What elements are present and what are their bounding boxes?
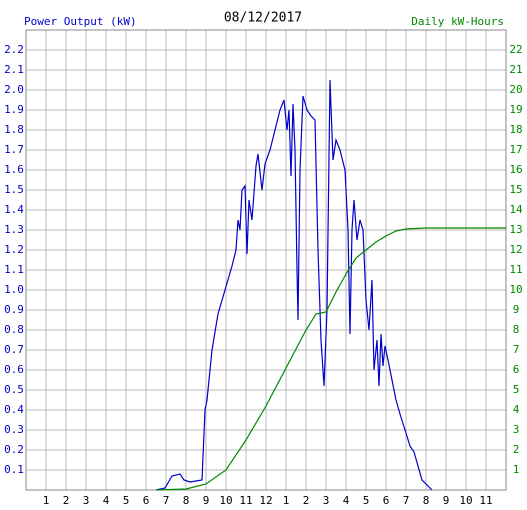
x-tick-label: 7	[163, 494, 170, 507]
y-axis-title: Power Output (kW)	[24, 15, 137, 28]
y2-axis-title: Daily kW-Hours	[411, 15, 504, 28]
y-tick-label: 1.8	[4, 123, 24, 136]
y2-tick-label: 14	[509, 203, 523, 216]
x-tick-label: 3	[83, 494, 90, 507]
x-tick-label: 1	[283, 494, 290, 507]
y-tick-label: 1.0	[4, 283, 24, 296]
x-tick-label: 1	[43, 494, 50, 507]
y-tick-label: 2.2	[4, 43, 24, 56]
x-tick-label: 2	[63, 494, 70, 507]
y-tick-label: 0.6	[4, 363, 24, 376]
x-tick-label: 7	[403, 494, 410, 507]
y-tick-label: 2.1	[4, 63, 24, 76]
y-tick-label: 1.7	[4, 143, 24, 156]
x-tick-label: 10	[219, 494, 232, 507]
y-tick-label: 1.9	[4, 103, 24, 116]
y-tick-label: 0.4	[4, 403, 24, 416]
y-tick-label: 1.6	[4, 163, 24, 176]
y-tick-label: 0.7	[4, 343, 24, 356]
y-tick-label: 1.2	[4, 243, 24, 256]
y-tick-label: 0.8	[4, 323, 24, 336]
y2-tick-label: 20	[509, 83, 522, 96]
x-tick-label: 2	[303, 494, 310, 507]
chart-title: 08/12/2017	[224, 11, 302, 26]
y2-tick-label: 10	[509, 283, 522, 296]
x-tick-label: 8	[183, 494, 190, 507]
x-tick-label: 11	[479, 494, 492, 507]
x-tick-label: 9	[443, 494, 450, 507]
y-tick-label: 0.1	[4, 463, 24, 476]
y-tick-label: 0.5	[4, 383, 24, 396]
y2-tick-label: 15	[509, 183, 522, 196]
y2-tick-label: 6	[513, 363, 520, 376]
y2-tick-label: 2	[513, 443, 520, 456]
y-tick-label: 1.1	[4, 263, 24, 276]
y-tick-label: 2.0	[4, 83, 24, 96]
x-tick-label: 12	[259, 494, 272, 507]
plot-border	[25, 29, 507, 491]
y-tick-label: 0.9	[4, 303, 24, 316]
y2-tick-label: 11	[509, 263, 522, 276]
x-tick-label: 4	[343, 494, 350, 507]
x-tick-label: 5	[123, 494, 130, 507]
y2-tick-label: 3	[513, 423, 520, 436]
x-tick-label: 6	[383, 494, 390, 507]
x-tick-label: 3	[323, 494, 330, 507]
x-tick-label: 6	[143, 494, 150, 507]
x-tick-label: 9	[203, 494, 210, 507]
x-tick-label: 10	[459, 494, 472, 507]
x-tick-label: 11	[239, 494, 252, 507]
y-tick-label: 1.5	[4, 183, 24, 196]
y2-tick-label: 4	[513, 403, 520, 416]
y2-tick-label: 16	[509, 163, 522, 176]
x-tick-label: 5	[363, 494, 370, 507]
x-tick-label: 8	[423, 494, 430, 507]
series-line	[155, 79, 433, 491]
series-line	[155, 227, 506, 491]
y-tick-label: 1.4	[4, 203, 24, 216]
y-tick-label: 1.3	[4, 223, 24, 236]
y2-tick-label: 12	[509, 243, 522, 256]
y2-tick-label: 9	[513, 303, 520, 316]
y2-tick-label: 18	[509, 123, 522, 136]
y-tick-label: 0.2	[4, 443, 24, 456]
y2-tick-label: 17	[509, 143, 522, 156]
y2-tick-label: 7	[513, 343, 520, 356]
x-tick-label: 4	[103, 494, 110, 507]
y-tick-label: 0.3	[4, 423, 24, 436]
y2-tick-label: 1	[513, 463, 520, 476]
y2-tick-label: 8	[513, 323, 520, 336]
y2-tick-label: 21	[509, 63, 522, 76]
y2-tick-label: 13	[509, 223, 522, 236]
y2-tick-label: 5	[513, 383, 520, 396]
y2-tick-label: 19	[509, 103, 522, 116]
y2-tick-label: 22	[509, 43, 522, 56]
